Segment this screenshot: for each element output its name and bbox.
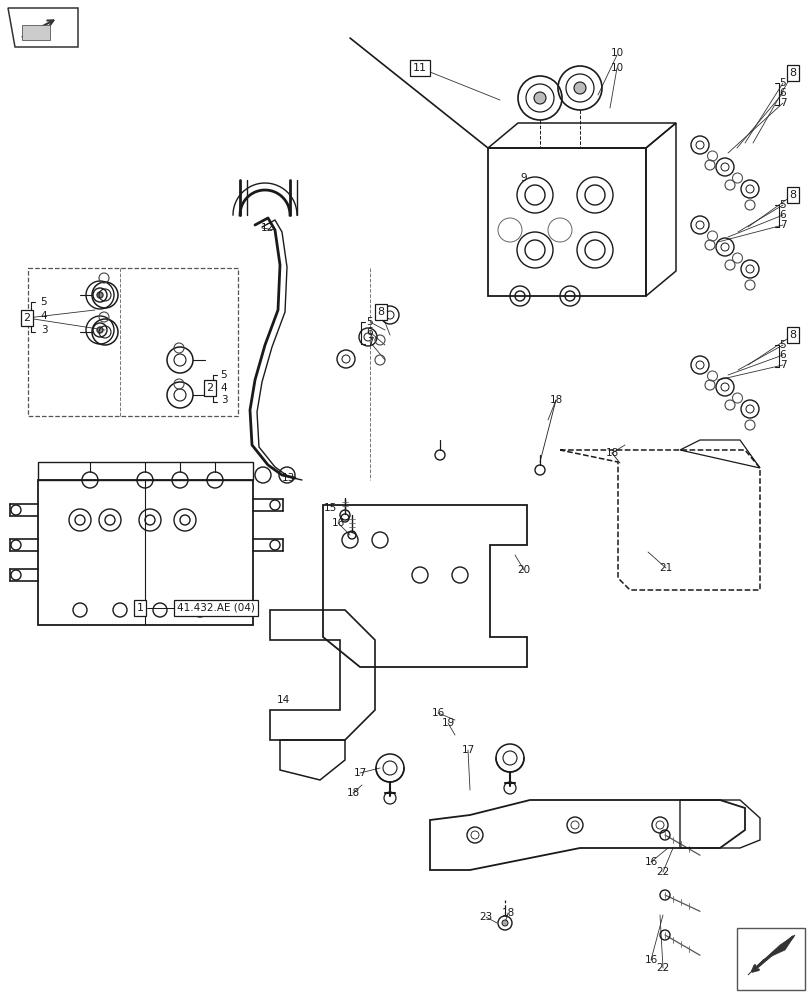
Text: 8: 8	[377, 307, 384, 317]
Circle shape	[97, 292, 103, 298]
Bar	[38, 462, 253, 480]
Polygon shape	[747, 935, 794, 975]
Text: 22: 22	[655, 963, 669, 973]
Text: 7: 7	[367, 337, 373, 347]
Text: 20: 20	[517, 565, 530, 575]
Circle shape	[501, 920, 508, 926]
Circle shape	[534, 92, 545, 104]
Text: 13: 13	[281, 473, 294, 483]
Text: 16: 16	[431, 708, 444, 718]
Text: 2: 2	[24, 313, 31, 323]
Circle shape	[573, 82, 586, 94]
Text: 1: 1	[136, 603, 144, 613]
Text: 18: 18	[549, 395, 562, 405]
Bar	[736, 928, 804, 990]
Text: 8: 8	[788, 190, 796, 200]
Text: 7: 7	[779, 98, 785, 108]
Text: 18: 18	[605, 448, 618, 458]
Text: 5: 5	[779, 78, 785, 88]
Text: 3: 3	[221, 395, 227, 405]
Text: 17: 17	[353, 768, 367, 778]
Text: 5: 5	[221, 370, 227, 380]
Text: 15: 15	[323, 503, 337, 513]
Bar	[28, 268, 238, 416]
Text: 23: 23	[478, 912, 492, 922]
Text: 41.432.AE (04): 41.432.AE (04)	[177, 603, 255, 613]
Text: 11: 11	[413, 63, 427, 73]
Text: 16: 16	[644, 955, 657, 965]
Text: 4: 4	[41, 311, 47, 321]
Text: 6: 6	[779, 88, 785, 98]
Text: 22: 22	[655, 867, 669, 877]
Text: 18: 18	[346, 788, 359, 798]
Text: 6: 6	[779, 350, 785, 360]
Text: 3: 3	[41, 325, 47, 335]
Text: 7: 7	[779, 220, 785, 230]
Text: 10: 10	[610, 48, 623, 58]
Text: 7: 7	[779, 360, 785, 370]
Bar	[487, 148, 646, 296]
Text: 12: 12	[260, 223, 273, 233]
Text: 2: 2	[206, 383, 213, 393]
Text: 10: 10	[610, 63, 623, 73]
Text: 5: 5	[367, 317, 373, 327]
Text: 17: 17	[461, 745, 474, 755]
Text: 8: 8	[788, 68, 796, 78]
Text: 5: 5	[41, 297, 47, 307]
Text: 21: 21	[659, 563, 672, 573]
Text: 16: 16	[331, 518, 344, 528]
Text: 4: 4	[221, 383, 227, 393]
Text: 6: 6	[367, 327, 373, 337]
Text: 5: 5	[779, 200, 785, 210]
Text: 9: 9	[520, 173, 526, 183]
Text: 18: 18	[500, 908, 514, 918]
Bar	[22, 25, 50, 40]
Circle shape	[97, 327, 103, 333]
Text: 19: 19	[441, 718, 454, 728]
Polygon shape	[8, 8, 78, 47]
Text: 16: 16	[644, 857, 657, 867]
Text: 8: 8	[788, 330, 796, 340]
Bar	[38, 480, 253, 625]
Text: 5: 5	[779, 340, 785, 350]
Text: 14: 14	[276, 695, 290, 705]
Text: 6: 6	[779, 210, 785, 220]
